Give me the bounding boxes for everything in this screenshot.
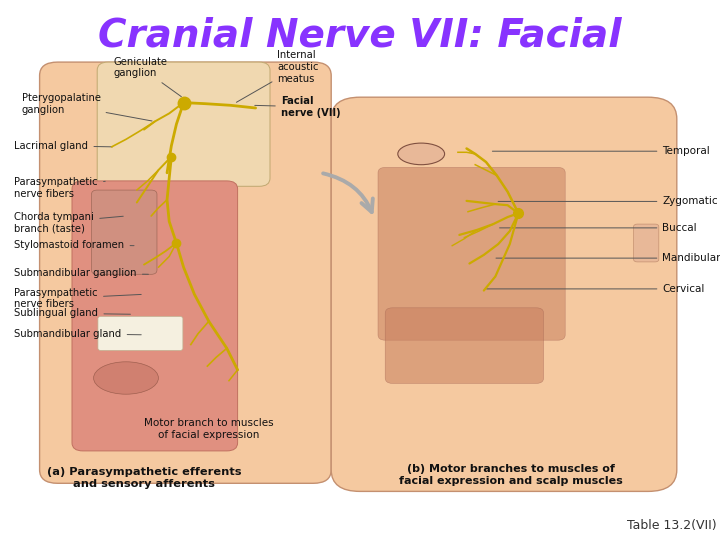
Text: Internal
acoustic
meatus: Internal acoustic meatus [236, 50, 319, 102]
Text: Facial
nerve (VII): Facial nerve (VII) [255, 96, 341, 118]
Text: (a) Parasympathetic efferents
and sensory afferents: (a) Parasympathetic efferents and sensor… [47, 467, 241, 489]
Text: Chorda tympani
branch (taste): Chorda tympani branch (taste) [14, 212, 123, 233]
FancyBboxPatch shape [91, 190, 157, 274]
Text: Pterygopalatine
ganglion: Pterygopalatine ganglion [22, 93, 152, 121]
FancyBboxPatch shape [98, 316, 183, 350]
FancyBboxPatch shape [40, 62, 331, 483]
Ellipse shape [397, 143, 444, 165]
Text: Cranial Nerve VII: Facial: Cranial Nerve VII: Facial [98, 16, 622, 54]
Text: Motor branch to muscles
of facial expression: Motor branch to muscles of facial expres… [144, 418, 274, 440]
Text: Temporal: Temporal [492, 146, 710, 156]
Ellipse shape [94, 362, 158, 394]
Text: Parasympathetic
nerve fibers: Parasympathetic nerve fibers [14, 288, 141, 309]
Text: Mandibular: Mandibular [496, 253, 720, 263]
Text: Table 13.2(VII): Table 13.2(VII) [627, 519, 716, 532]
Text: Cervical: Cervical [487, 284, 705, 294]
Text: (b) Motor branches to muscles of
facial expression and scalp muscles: (b) Motor branches to muscles of facial … [400, 464, 623, 486]
FancyBboxPatch shape [97, 62, 270, 186]
Text: Sublingual gland: Sublingual gland [14, 308, 130, 318]
FancyArrowPatch shape [323, 173, 373, 212]
FancyBboxPatch shape [72, 181, 238, 451]
Text: Stylomastoid foramen: Stylomastoid foramen [14, 240, 134, 249]
Text: Submandibular ganglion: Submandibular ganglion [14, 268, 148, 278]
FancyBboxPatch shape [385, 308, 544, 383]
Text: Buccal: Buccal [500, 223, 697, 233]
Text: Submandibular gland: Submandibular gland [14, 329, 141, 339]
Text: Geniculate
ganglion: Geniculate ganglion [114, 57, 181, 97]
Text: Parasympathetic
nerve fibers: Parasympathetic nerve fibers [14, 177, 105, 199]
FancyBboxPatch shape [634, 224, 659, 262]
Text: Lacrimal gland: Lacrimal gland [14, 141, 112, 151]
FancyBboxPatch shape [378, 167, 565, 340]
Text: Zygomatic: Zygomatic [498, 197, 718, 206]
FancyBboxPatch shape [331, 97, 677, 491]
